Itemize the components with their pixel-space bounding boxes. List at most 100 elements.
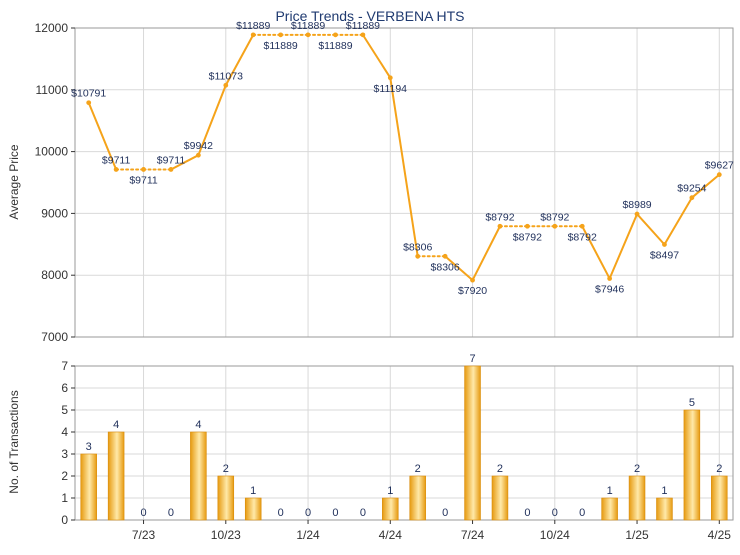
bar-value-label: 5 [689,397,695,409]
bar-value-label: 1 [661,485,667,497]
x-tick-label: 7/23 [132,528,156,542]
price-line-segment [87,101,118,171]
bar-value-label: 2 [415,463,421,475]
bar-value-label: 0 [552,507,558,519]
transaction-bar [601,497,618,521]
price-y-tick-label: 8000 [41,268,68,282]
price-point [470,277,475,283]
bar-value-label: 1 [387,485,393,497]
price-point-labels: $10791 $9711 $9711 $9711 $9942 $11073 $11889 $1… [71,20,734,297]
chart-title: Price Trends - VERBENA HTS [275,8,464,24]
price-point [552,223,558,229]
bar-value-label: 0 [442,507,448,519]
transaction-bar [107,431,125,521]
transaction-bars [80,365,728,521]
price-point-label: $9711 [129,174,158,186]
x-tick-label: 4/25 [708,528,732,542]
price-line-segment [608,213,639,280]
bar-value-label: 0 [332,507,338,519]
price-point-label: $11073 [209,70,243,82]
transaction-bar [656,497,673,521]
price-point-label: $8792 [485,211,514,223]
price-line-segment [581,225,611,280]
price-point-label: $8497 [650,249,679,261]
transaction-bar [244,497,262,521]
price-point-label: $9942 [184,140,213,152]
price-line-segment [224,33,255,87]
bar-value-label: 4 [195,419,201,431]
price-line-segment [361,33,392,79]
transaction-bar [491,475,509,521]
price-point-label: $11889 [236,20,270,32]
x-tick-label: 1/25 [625,528,649,542]
price-line-segment [197,84,227,157]
bar-value-label: 2 [223,463,229,475]
x-tick-label: 7/24 [461,528,485,542]
price-y-tick-label: 12000 [35,21,69,35]
price-point [250,32,256,38]
transaction-bar [628,475,646,521]
price-point [415,253,421,259]
price-point-label: $11889 [291,20,325,32]
price-point [113,167,119,172]
x-tick-labels: 7/23 10/23 1/24 4/24 7/24 10/24 1/25 4/25 [132,520,731,542]
price-point-label: $10791 [71,88,106,100]
price-point [387,75,393,81]
bar-value-label: 2 [497,463,503,475]
price-plot-frame [74,27,734,338]
price-line-segment [636,213,666,246]
transactions-y-tick-label: 7 [61,359,68,373]
price-line-segment [444,255,474,282]
price-point-label: $9627 [705,160,734,172]
price-point-label: $7920 [458,285,487,297]
bar-value-label: 3 [86,441,92,453]
bar-value-label: 0 [579,507,585,519]
transaction-value-labels: 3 4 0 0 4 2 1 0 0 0 0 1 2 0 7 2 0 0 0 1 2 1 5 2 [86,353,723,519]
price-point [141,167,146,172]
price-point [662,242,667,247]
price-y-tick-label: 7000 [41,330,68,344]
transactions-y-tick-label: 4 [61,425,68,439]
transactions-y-tick-label: 3 [61,447,68,461]
price-line-segment [169,154,200,171]
price-point [716,172,722,178]
price-point [579,223,585,229]
price-point [333,32,338,38]
price-point [497,223,503,229]
x-tick-label: 4/24 [379,528,403,542]
bar-value-label: 0 [168,507,174,519]
x-tick-label: 10/24 [540,528,570,542]
transactions-plot-border [74,365,734,521]
transactions-y-tick-label: 5 [61,403,68,417]
price-point-label: $8792 [568,231,597,243]
price-point [689,195,695,201]
bar-value-label: 1 [250,485,256,497]
price-point-label: $9711 [157,154,186,166]
bar-value-label: 0 [360,507,366,519]
bar-value-label: 0 [140,507,146,519]
price-point-label: $7946 [595,284,624,296]
transaction-bar [382,497,399,521]
price-grid [75,27,733,338]
transaction-bar [409,475,426,521]
price-plot-border [74,27,734,338]
price-line-segment [663,196,693,246]
x-tick-label: 10/23 [211,528,241,542]
price-point-label: $9711 [102,154,131,166]
price-line-segment [471,225,501,282]
price-point-label: $8989 [622,199,651,211]
transactions-y-tick-label: 6 [61,381,68,395]
transactions-y-axis-label: No. of Transactions [7,390,21,493]
transactions-y-ticks: 0 1 2 3 4 5 6 7 [61,359,75,527]
price-point-label: $11194 [374,83,408,95]
price-point [442,253,448,259]
transactions-plot-frame [74,365,734,521]
price-y-ticks: 7000 8000 9000 10000 11000 12000 [35,21,75,344]
price-line-segment [690,173,721,199]
price-series-line [87,33,721,282]
transactions-y-tick-label: 0 [61,513,68,527]
price-point [168,167,174,172]
transaction-bar [683,409,701,521]
